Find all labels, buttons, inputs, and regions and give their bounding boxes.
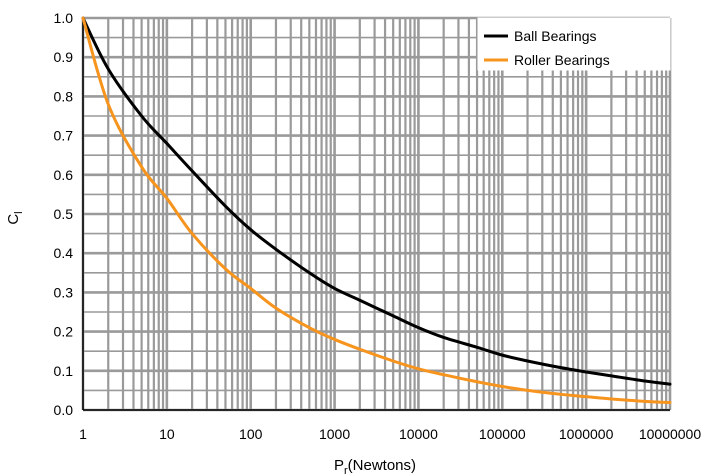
x-tick-label: 1 — [79, 426, 87, 442]
x-tick-label: 1000 — [319, 426, 350, 442]
legend: Ball Bearings Roller Bearings — [477, 17, 671, 71]
y-tick-label: 0.1 — [54, 363, 74, 379]
y-tick-label: 0.8 — [54, 88, 74, 104]
series-line-roller-bearings — [81, 16, 672, 405]
x-tick-label: 1000000 — [559, 426, 614, 442]
x-tick-label: 10000000 — [639, 426, 702, 442]
tick-labels: 1 10 100 1000 10000 100000 1000000 10000000 0.0 0… — [54, 10, 702, 442]
x-axis-label-main: P — [334, 457, 344, 474]
y-tick-label: 1.0 — [54, 10, 74, 26]
x-axis-label: Pr(Newtons) — [334, 457, 416, 475]
series-group — [81, 16, 672, 405]
y-tick-label: 0.5 — [54, 206, 74, 222]
y-axis-label-sub: l — [13, 211, 25, 213]
y-tick-label: 0.2 — [54, 324, 74, 340]
y-tick-label: 0.0 — [54, 402, 74, 418]
x-tick-label: 100000 — [479, 426, 526, 442]
y-axis-label-main: C — [5, 214, 22, 225]
y-tick-label: 0.6 — [54, 167, 74, 183]
x-tick-label: 10 — [159, 426, 175, 442]
axes — [82, 18, 670, 411]
x-axis-label-suffix: (Newtons) — [348, 457, 416, 474]
legend-box — [477, 17, 671, 71]
y-axis-label: Cl — [5, 211, 25, 224]
series-line-ball-bearings — [81, 16, 672, 386]
x-axis-label-sub: r — [344, 465, 348, 475]
legend-label-roller-bearings: Roller Bearings — [514, 52, 610, 68]
y-tick-label: 0.4 — [54, 245, 74, 261]
legend-label-ball-bearings: Ball Bearings — [514, 28, 597, 44]
x-tick-label: 100 — [239, 426, 263, 442]
x-tick-label: 10000 — [399, 426, 438, 442]
y-tick-label: 0.9 — [54, 49, 74, 65]
y-tick-label: 0.3 — [54, 284, 74, 300]
y-tick-label: 0.7 — [54, 128, 74, 144]
grid — [81, 16, 672, 412]
